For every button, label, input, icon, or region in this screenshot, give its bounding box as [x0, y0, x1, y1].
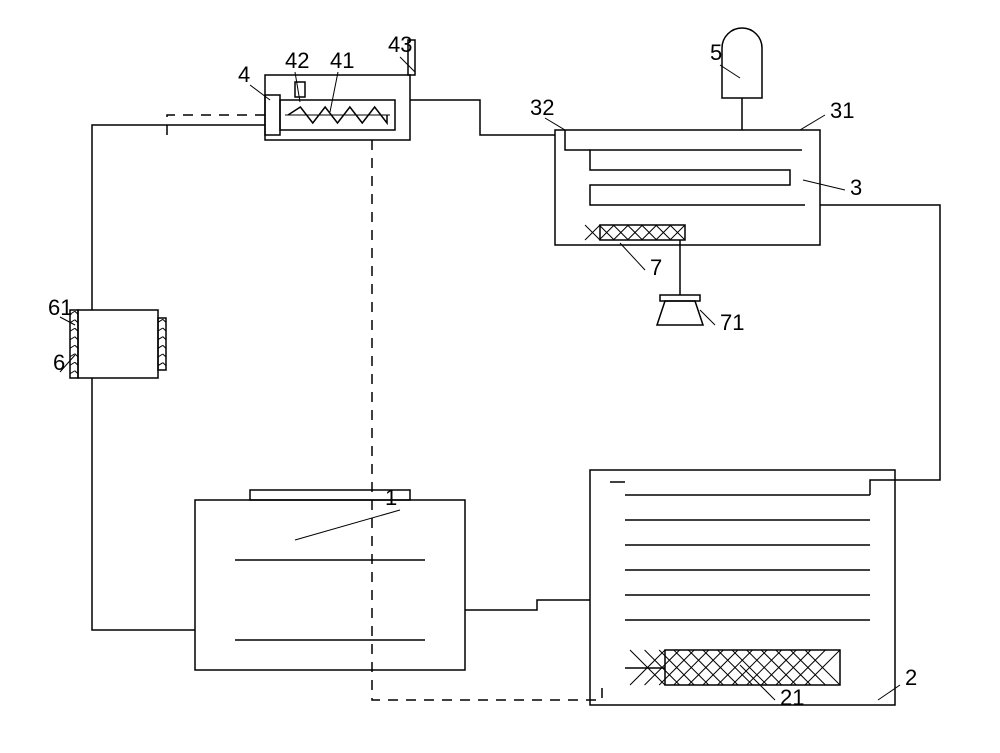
label-32: 32 — [530, 95, 554, 120]
label-42: 42 — [285, 48, 309, 73]
schematic-diagram: 1 2 21 3 31 32 4 41 42 43 5 6 61 7 71 — [0, 0, 1000, 753]
label-31: 31 — [830, 98, 854, 123]
label-2: 2 — [905, 665, 917, 690]
label-1: 1 — [385, 485, 397, 510]
label-43: 43 — [388, 32, 412, 57]
label-41: 41 — [330, 48, 354, 73]
label-5: 5 — [710, 40, 722, 65]
label-71: 71 — [720, 310, 744, 335]
label-4: 4 — [238, 62, 250, 87]
label-61: 61 — [48, 295, 72, 320]
label-21: 21 — [780, 685, 804, 710]
label-3: 3 — [850, 175, 862, 200]
label-6: 6 — [53, 350, 65, 375]
label-7: 7 — [650, 255, 662, 280]
